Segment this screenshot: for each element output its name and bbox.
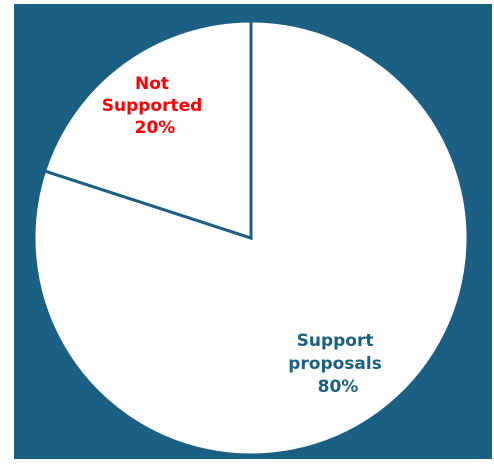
slice-label-not-supported-percent: 20% [135,118,176,138]
slice-label-support-proposals: Support proposals 80% [288,331,388,397]
slice-label-not-supported-line-2: Supported [102,96,203,116]
slice-label-not-supported: Not Supported 20% [102,74,209,138]
pie-slice-not-supported [42,19,253,241]
slice-label-support-proposals-line-2: proposals [288,354,382,374]
slice-label-support-proposals-line-1: Support [297,331,374,351]
slice-label-not-supported-line-1: Not [135,74,169,94]
slice-label-support-proposals-percent: 80% [318,377,359,397]
